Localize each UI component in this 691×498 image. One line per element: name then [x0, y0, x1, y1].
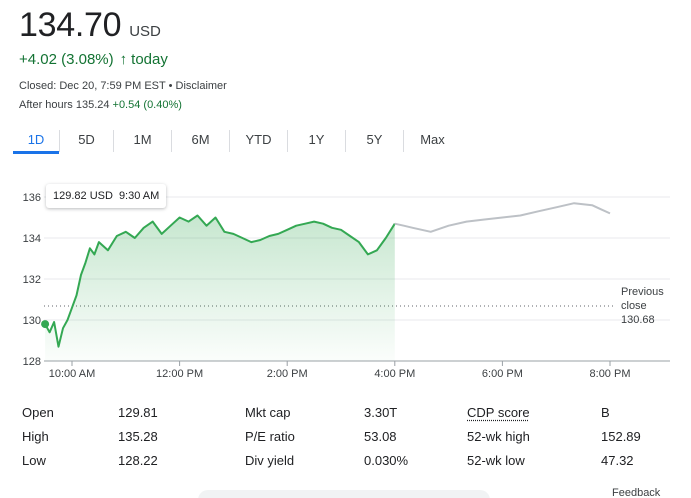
- stats-row: Open 129.81 Mkt cap 3.30T CDP score B: [22, 405, 682, 425]
- x-tick-label: 12:00 PM: [156, 368, 203, 380]
- tab-divider: [113, 130, 114, 152]
- price-change-value: +4.02 (3.08%): [19, 51, 114, 68]
- regular-session-area: [45, 215, 395, 361]
- hover-point: [41, 320, 50, 329]
- arrow-up-icon: ↑: [119, 51, 128, 68]
- tab-1m[interactable]: 1M: [133, 132, 152, 147]
- y-tick-label: 134: [23, 233, 41, 245]
- more-about-button[interactable]: [198, 490, 490, 498]
- stat-label-low: Low: [22, 453, 46, 468]
- after-hours-info: After hours 135.24 +0.54 (0.40%): [19, 99, 182, 111]
- stat-value-low: 128.22: [118, 453, 158, 468]
- previous-close-label: Previous: [621, 286, 664, 298]
- tab-divider: [287, 130, 288, 152]
- stats-row: Low 128.22 Div yield 0.030% 52-wk low 47…: [22, 453, 682, 473]
- tab-divider: [59, 130, 60, 152]
- stat-label-pe-ratio: P/E ratio: [245, 429, 295, 444]
- tab-5y[interactable]: 5Y: [366, 132, 383, 147]
- stat-value-52wk-low: 47.32: [601, 453, 634, 468]
- range-tabs: 1D 5D 1M 6M YTD 1Y 5Y Max: [13, 128, 461, 154]
- stat-value-open: 129.81: [118, 405, 158, 420]
- tab-max[interactable]: Max: [420, 132, 445, 147]
- y-tick-label: 132: [23, 274, 41, 286]
- x-tick-label: 10:00 AM: [49, 368, 95, 380]
- tab-1d[interactable]: 1D: [13, 128, 59, 154]
- stat-value-high: 135.28: [118, 429, 158, 444]
- tab-divider: [229, 130, 230, 152]
- stat-label-high: High: [22, 429, 49, 444]
- tab-divider: [345, 130, 346, 152]
- stat-label-mkt-cap: Mkt cap: [245, 405, 291, 420]
- stat-label-cdp-score[interactable]: CDP score: [467, 405, 530, 420]
- x-tick-label: 6:00 PM: [482, 368, 523, 380]
- tooltip-price: 129.82 USD: [53, 190, 113, 202]
- price-change-period: today: [131, 51, 168, 68]
- price-change: +4.02 (3.08%) ↑ today: [19, 51, 168, 68]
- tab-divider: [171, 130, 172, 152]
- x-tick-label: 4:00 PM: [374, 368, 415, 380]
- stat-value-div-yield: 0.030%: [364, 453, 409, 468]
- chart-tooltip: 129.82 USD 9:30 AM: [46, 184, 167, 208]
- tab-divider: [403, 130, 404, 152]
- tab-ytd[interactable]: YTD: [245, 132, 272, 147]
- price-chart-svg[interactable]: 136 134 132 130 128 10:00 AM 12:00 PM 2:00 PM 4:…: [0, 178, 691, 388]
- regular-session-line: [44, 214, 396, 348]
- stat-label-div-yield: Div yield: [245, 453, 295, 468]
- stat-label-52wk-low: 52-wk low: [467, 453, 525, 468]
- y-tick-label: 130: [23, 315, 41, 327]
- tab-1y[interactable]: 1Y: [308, 132, 325, 147]
- y-tick-label: 136: [23, 192, 41, 204]
- stat-value-mkt-cap: 3.30T: [364, 405, 398, 420]
- currency-label: USD: [129, 23, 161, 40]
- stat-value-52wk-high: 152.89: [601, 429, 641, 444]
- x-tick-label: 2:00 PM: [267, 368, 308, 380]
- tooltip-time: 9:30 AM: [118, 190, 160, 202]
- price-header: 134.70 USD: [19, 6, 161, 45]
- tab-5d[interactable]: 5D: [78, 132, 95, 147]
- x-tick-label: 8:00 PM: [590, 368, 631, 380]
- y-tick-label: 128: [23, 356, 41, 368]
- after-hours-price: After hours 135.24: [19, 99, 110, 111]
- stat-label-52wk-high: 52-wk high: [467, 429, 530, 444]
- market-closed-info: Closed: Dec 20, 7:59 PM EST • Disclaimer: [19, 80, 227, 92]
- previous-close-label: close: [621, 300, 647, 312]
- stats-row: High 135.28 P/E ratio 53.08 52-wk high 1…: [22, 429, 682, 449]
- stat-value-cdp-score: B: [601, 405, 610, 420]
- price-chart[interactable]: 136 134 132 130 128 10:00 AM 12:00 PM 2:00 PM 4:…: [0, 178, 691, 388]
- previous-close-label: 130.68: [621, 314, 655, 326]
- stat-value-pe-ratio: 53.08: [364, 429, 397, 444]
- after-hours-line: [394, 202, 611, 233]
- current-price: 134.70: [19, 6, 122, 44]
- tab-6m[interactable]: 6M: [191, 132, 210, 147]
- after-hours-change: +0.54 (0.40%): [112, 99, 182, 111]
- stat-label-open: Open: [22, 405, 54, 420]
- feedback-link[interactable]: Feedback: [612, 487, 661, 498]
